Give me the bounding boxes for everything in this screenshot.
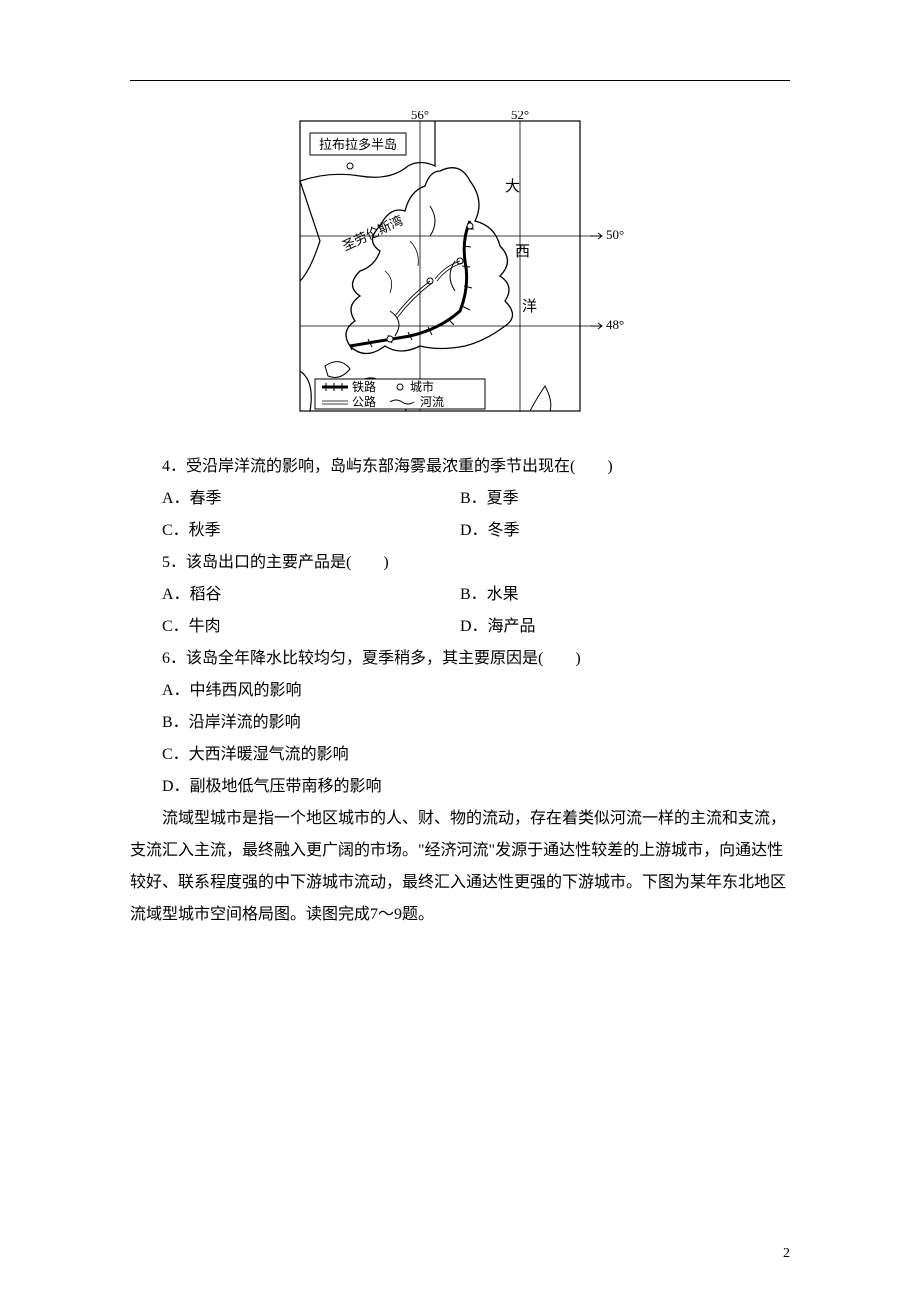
q4-opt-b: B．夏季 [460,483,790,515]
label-ocean-1: 大 [505,178,520,195]
lat-label-48: 48° [606,317,624,332]
q5-opt-a: A．稻谷 [130,579,460,611]
label-gulf: 圣劳伦斯湾 [340,213,405,254]
legend-river: 河流 [420,395,444,409]
passage-text: 流域型城市是指一个地区城市的人、财、物的流动，存在着类似河流一样的主流和支流，支… [130,803,790,931]
q4-opt-d: D．冬季 [460,515,790,547]
q5-opt-b: B．水果 [460,579,790,611]
q6-stem: 6．该岛全年降水比较均匀，夏季稍多，其主要原因是( ) [130,643,790,675]
lon-label-52: 52° [511,111,529,122]
map-svg: 56° 52° 50° 48° 拉布拉多半岛 圣劳伦斯湾 [290,111,630,421]
q4-stem: 4．受沿岸洋流的影响，岛屿东部海雾最浓重的季节出现在( ) [130,451,790,483]
lon-label-56: 56° [411,111,429,122]
q5-stem: 5．该岛出口的主要产品是( ) [130,547,790,579]
map-figure: 56° 52° 50° 48° 拉布拉多半岛 圣劳伦斯湾 [130,111,790,433]
q4-opt-c: C．秋季 [130,515,460,547]
q4-opt-a: A．春季 [130,483,460,515]
q6-opt-c: C．大西洋暖湿气流的影响 [130,739,790,771]
top-rule [130,80,790,81]
label-ocean-3: 洋 [522,298,537,315]
lat-label-50: 50° [606,227,624,242]
q5-opt-d: D．海产品 [460,611,790,643]
q5-opt-c: C．牛肉 [130,611,460,643]
legend-rail: 铁路 [352,379,376,394]
label-ocean-2: 西 [515,244,530,260]
label-labrador: 拉布拉多半岛 [319,137,397,152]
q6-opt-d: D．副极地低气压带南移的影响 [130,771,790,803]
q6-opt-b: B．沿岸洋流的影响 [130,707,790,739]
legend-road: 公路 [352,394,376,409]
q6-opt-a: A．中纬西风的影响 [130,675,790,707]
page-number: 2 [783,1246,790,1262]
legend-city: 城市 [410,379,434,394]
